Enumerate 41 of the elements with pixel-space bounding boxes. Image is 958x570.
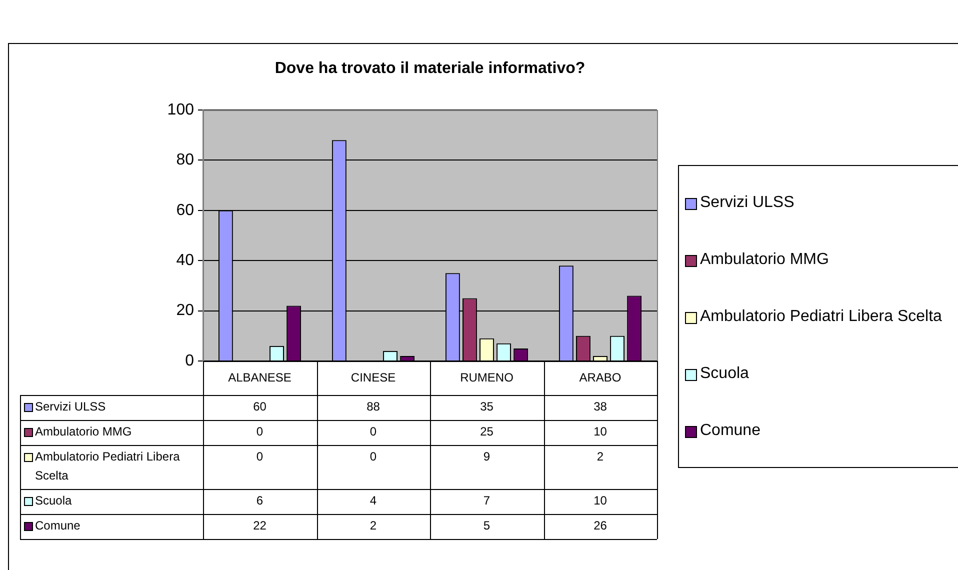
data-label: 0	[370, 449, 377, 464]
data-label: 26	[594, 518, 608, 532]
data-label: 88	[366, 399, 380, 414]
data-label: 10	[594, 493, 608, 508]
text: Comune	[35, 518, 80, 532]
data-label: 10	[594, 424, 608, 438]
data-label: 2	[596, 449, 604, 464]
data-label: 35	[480, 399, 494, 414]
legend-label: Servizi ULSS	[35, 399, 106, 414]
text: Ambulatorio MMG	[35, 424, 132, 438]
text: Ambulatorio Pediatri Libera Scelta	[35, 449, 180, 482]
data-label: 2	[370, 518, 377, 532]
y-tick-label: 0	[185, 352, 194, 370]
y-tick-label: 100	[167, 101, 194, 118]
legend-label: Comune	[700, 422, 762, 440]
x-tick-label: ARABO	[579, 370, 622, 385]
y-tick-label: 40	[176, 252, 194, 270]
legend-label: Ambulatorio MMG	[700, 250, 830, 268]
data-label: 4	[370, 493, 377, 508]
legend-label: Scuola	[700, 364, 750, 382]
data-label: 9	[483, 449, 490, 464]
data-label: 0	[256, 449, 264, 464]
x-tick-label: RUMENO	[460, 370, 514, 385]
data-label: 0	[370, 424, 377, 438]
x-tick-label: ALBANESE	[228, 370, 292, 385]
text: Servizi ULSS	[700, 194, 794, 210]
data-label: 0	[256, 424, 264, 438]
x-tick-label: CINESE	[350, 370, 396, 385]
data-label: 60	[253, 399, 267, 414]
y-tick-label: 60	[176, 202, 194, 219]
data-label: 25	[480, 424, 494, 438]
data-label: 6	[256, 493, 264, 508]
legend-label: Ambulatorio Pediatri Libera Scelta	[700, 308, 943, 326]
y-tick-label: 20	[176, 302, 194, 320]
chart-title: Dove ha trovato il materiale informativo?	[274, 60, 586, 78]
y-tick-label: 80	[176, 152, 194, 169]
data-label: 22	[253, 518, 267, 532]
data-label: 7	[483, 493, 490, 508]
text: Scuola	[35, 493, 72, 508]
data-label: 5	[483, 518, 490, 532]
data-label: 38	[594, 399, 608, 414]
